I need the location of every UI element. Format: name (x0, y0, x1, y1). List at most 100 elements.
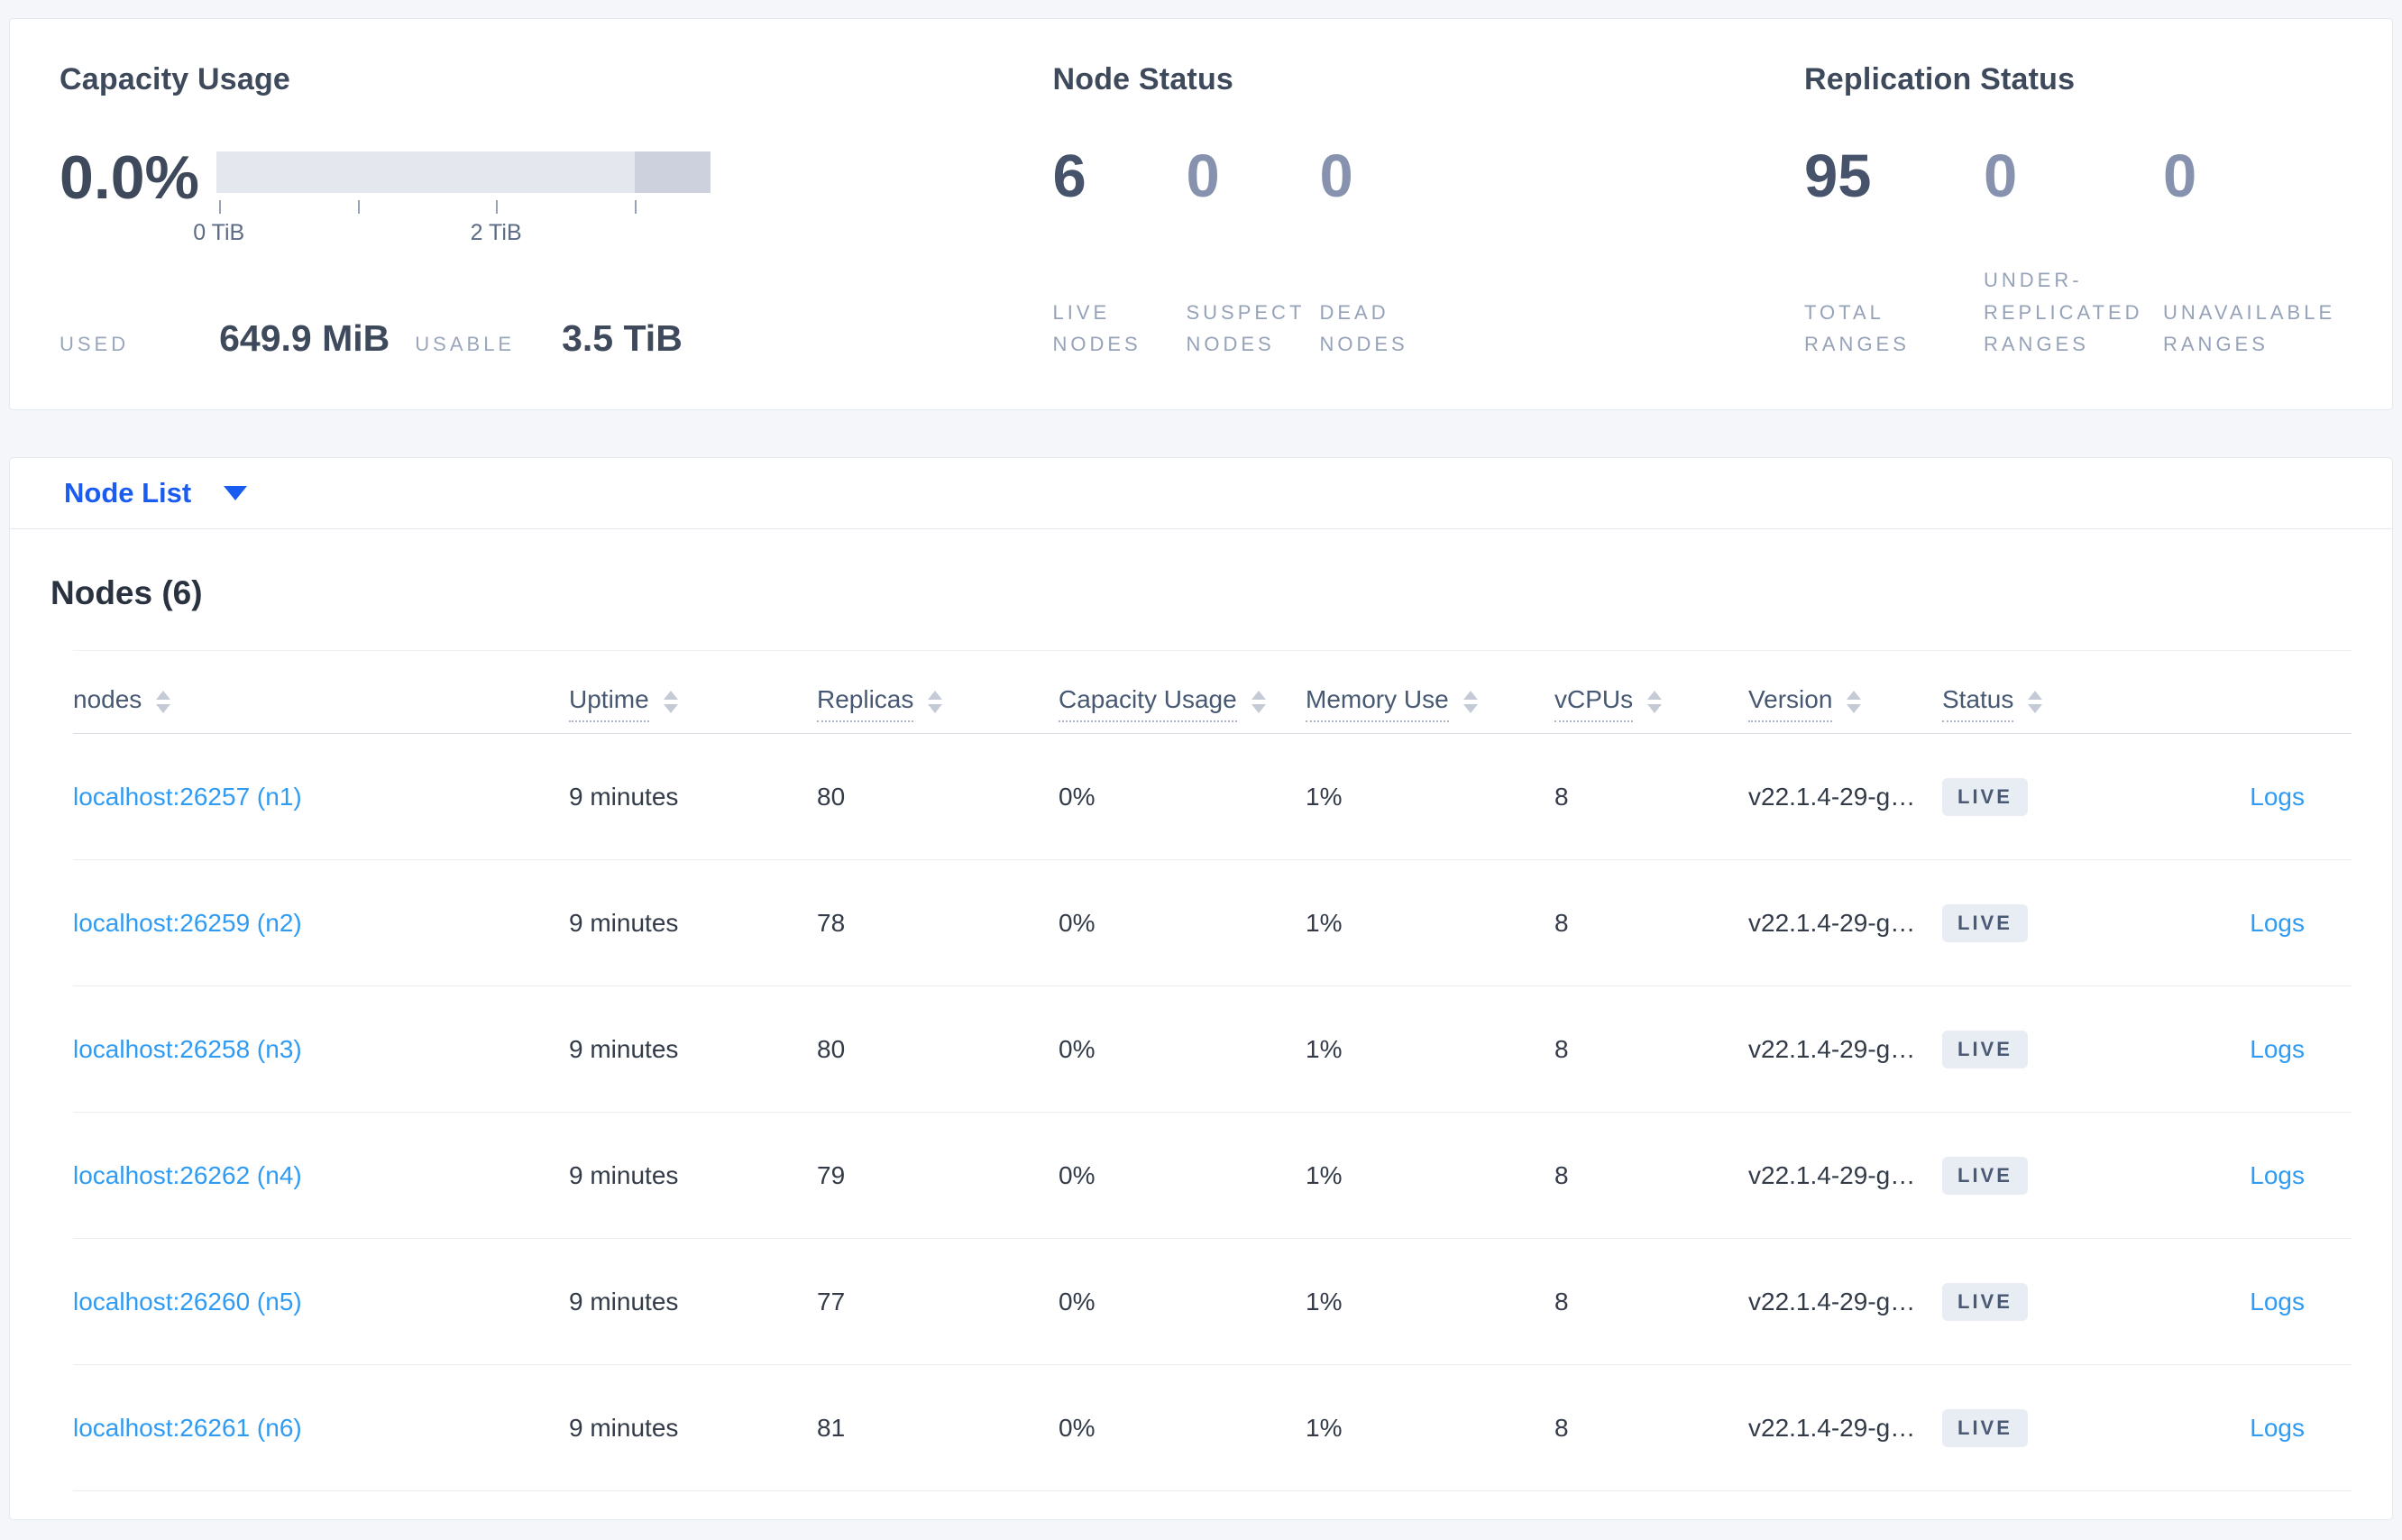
vcpus-cell: 8 (1554, 1413, 1569, 1442)
node-link[interactable]: localhost:26262 (n4) (73, 1160, 302, 1189)
capacity-usage-cell: 0% (1059, 782, 1096, 811)
capacity-ticks: 0 TiB 2 TiB (193, 193, 711, 251)
replicas-cell: 78 (817, 908, 846, 937)
replicas-cell: 80 (817, 782, 846, 811)
stat-label: DEAD NODES (1319, 300, 1408, 355)
uptime-cell: 9 minutes (569, 1287, 679, 1315)
capacity-usage-cell: 0% (1059, 1034, 1096, 1063)
column-header-label: vCPUs (1554, 685, 1634, 722)
table-row: localhost:26257 (n1) 9 minutes 80 0% 1% … (73, 734, 2352, 860)
version-cell: v22.1.4-29-g… (1748, 1034, 1916, 1063)
status-badge: LIVE (1942, 1408, 2028, 1447)
memory-use-cell: 1% (1306, 1034, 1343, 1063)
node-link[interactable]: localhost:26260 (n5) (73, 1287, 302, 1315)
node-link[interactable]: localhost:26259 (n2) (73, 908, 302, 937)
replication-status-stats: 95 TOTAL RANGES 0 UNDER-REPLICATED RANGE… (1804, 146, 2342, 360)
capacity-used-row: USED 649.9 MiB USABLE 3.5 TiB (60, 317, 1052, 360)
column-header-label: Capacity Usage (1059, 685, 1237, 722)
node-link[interactable]: localhost:26261 (n6) (73, 1413, 302, 1442)
uptime-cell: 9 minutes (569, 782, 679, 811)
column-header-label: Memory Use (1306, 685, 1449, 722)
stat-value: 0 (1319, 142, 1353, 210)
column-header[interactable]: Uptime (569, 685, 817, 722)
sort-icon (663, 690, 678, 713)
memory-use-cell: 1% (1306, 782, 1343, 811)
capacity-usage-section: Capacity Usage 0.0% 0 TiB 2 TiB USED 649.… (60, 62, 1052, 409)
capacity-usage-cell: 0% (1059, 1287, 1096, 1315)
logs-link[interactable]: Logs (2250, 908, 2305, 937)
uptime-cell: 9 minutes (569, 1413, 679, 1442)
capacity-tick (635, 200, 637, 214)
column-header-label: nodes (73, 684, 142, 713)
replication-status-title: Replication Status (1804, 62, 2076, 96)
sort-icon (1251, 690, 1266, 713)
logs-link[interactable]: Logs (2250, 1034, 2305, 1063)
node-status-title: Node Status (1052, 62, 1234, 96)
logs-link[interactable]: Logs (2250, 782, 2305, 811)
column-header[interactable]: Status (1942, 685, 2136, 722)
column-header-label: Version (1748, 685, 1833, 722)
capacity-percent: 0.0% (60, 143, 199, 212)
table-row: localhost:26259 (n2) 9 minutes 78 0% 1% … (73, 860, 2352, 986)
memory-use-cell: 1% (1306, 908, 1343, 937)
capacity-bar-highlight (635, 151, 711, 193)
stat-label: LIVE NODES (1052, 300, 1141, 355)
column-header[interactable]: Capacity Usage (1059, 685, 1306, 722)
used-value: 649.9 MiB (219, 317, 390, 359)
column-header[interactable]: Memory Use (1306, 685, 1554, 722)
column-header[interactable]: Version (1748, 685, 1942, 722)
capacity-tick-label: 0 TiB (193, 220, 245, 245)
stat-value: 0 (1984, 142, 2018, 210)
sort-icon (1647, 690, 1663, 713)
usable-label: USABLE (415, 333, 516, 355)
version-cell: v22.1.4-29-g… (1748, 908, 1916, 937)
node-list-dropdown[interactable]: Node List (64, 477, 248, 509)
caret-down-icon (224, 486, 248, 500)
divider (73, 650, 2352, 651)
node-status-section: Node Status 6 LIVE NODES 0 SUSPECT NODES… (1052, 62, 1804, 409)
stat: 0 DEAD NODES (1319, 146, 1453, 360)
status-badge: LIVE (1942, 777, 2028, 816)
nodes-title: Nodes (6) (50, 574, 203, 611)
capacity-bar: 0 TiB 2 TiB (193, 151, 711, 251)
memory-use-cell: 1% (1306, 1287, 1343, 1315)
usable-value: 3.5 TiB (562, 317, 683, 359)
version-cell: v22.1.4-29-g… (1748, 1413, 1916, 1442)
status-badge: LIVE (1942, 903, 2028, 942)
capacity-bar-track (216, 151, 711, 193)
table-body: localhost:26257 (n1) 9 minutes 80 0% 1% … (73, 734, 2352, 1491)
replicas-cell: 77 (817, 1287, 846, 1315)
node-status-stats: 6 LIVE NODES 0 SUSPECT NODES 0 DEAD NODE… (1052, 146, 1804, 360)
memory-use-cell: 1% (1306, 1413, 1343, 1442)
replicas-cell: 81 (817, 1413, 846, 1442)
logs-link[interactable]: Logs (2250, 1413, 2305, 1442)
column-header-label: Status (1942, 685, 2014, 722)
uptime-cell: 9 minutes (569, 1034, 679, 1063)
logs-link[interactable]: Logs (2250, 1160, 2305, 1189)
uptime-cell: 9 minutes (569, 1160, 679, 1189)
used-label: USED (60, 333, 130, 355)
capacity-usage-cell: 0% (1059, 1160, 1096, 1189)
column-header[interactable]: vCPUs (1554, 685, 1748, 722)
vcpus-cell: 8 (1554, 1160, 1569, 1189)
replicas-cell: 79 (817, 1160, 846, 1189)
sort-icon (156, 690, 171, 713)
view-selector-bar: Node List (9, 457, 2393, 529)
memory-use-cell: 1% (1306, 1160, 1343, 1189)
table-row: localhost:26261 (n6) 9 minutes 81 0% 1% … (73, 1365, 2352, 1491)
stat-value: 0 (2163, 142, 2197, 210)
stat: 0 SUSPECT NODES (1186, 146, 1319, 360)
node-link[interactable]: localhost:26258 (n3) (73, 1034, 302, 1063)
node-list-dropdown-label: Node List (64, 477, 192, 509)
capacity-usage-cell: 0% (1059, 1413, 1096, 1442)
node-link[interactable]: localhost:26257 (n1) (73, 782, 302, 811)
table-row: localhost:26260 (n5) 9 minutes 77 0% 1% … (73, 1239, 2352, 1365)
capacity-usage-title: Capacity Usage (60, 62, 291, 96)
column-header[interactable]: nodes (73, 685, 569, 722)
column-header[interactable]: Replicas (817, 685, 1059, 722)
stat: 95 TOTAL RANGES (1804, 146, 1984, 360)
capacity-usage-cell: 0% (1059, 908, 1096, 937)
sort-icon (928, 690, 943, 713)
logs-link[interactable]: Logs (2250, 1287, 2305, 1315)
